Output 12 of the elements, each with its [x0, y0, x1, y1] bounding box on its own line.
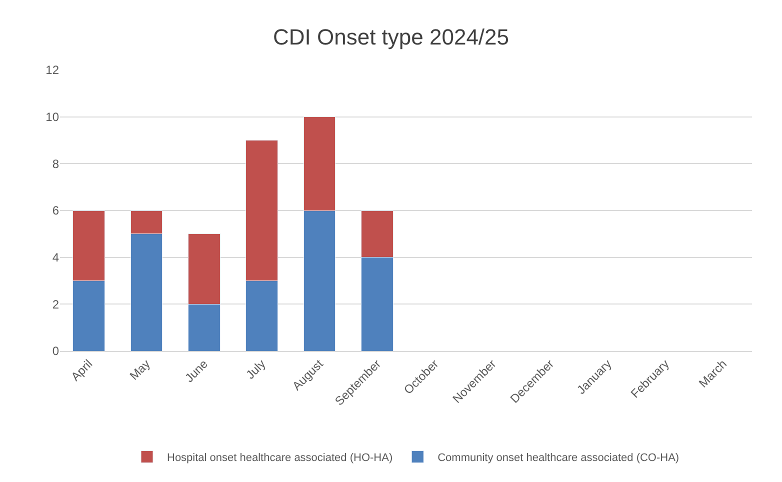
y-tick-label: 0 [52, 344, 60, 358]
y-tick-label: 12 [46, 63, 60, 78]
y-tick-label: 4 [52, 250, 60, 265]
legend-label: Community onset healthcare associated (CO-HA) [438, 452, 680, 464]
chart-title: CDI Onset type 2024/25 [272, 24, 510, 50]
y-tick-label: 2 [52, 297, 60, 312]
y-tick-label: 6 [52, 204, 60, 218]
x-tick-label: July [243, 356, 268, 382]
y-tick-label: 8 [52, 156, 60, 171]
x-tick-label: May [126, 356, 153, 383]
y-tick-label: 10 [46, 110, 60, 124]
legend-label: Hospital onset healthcare associated (HO-HA) [167, 452, 393, 464]
